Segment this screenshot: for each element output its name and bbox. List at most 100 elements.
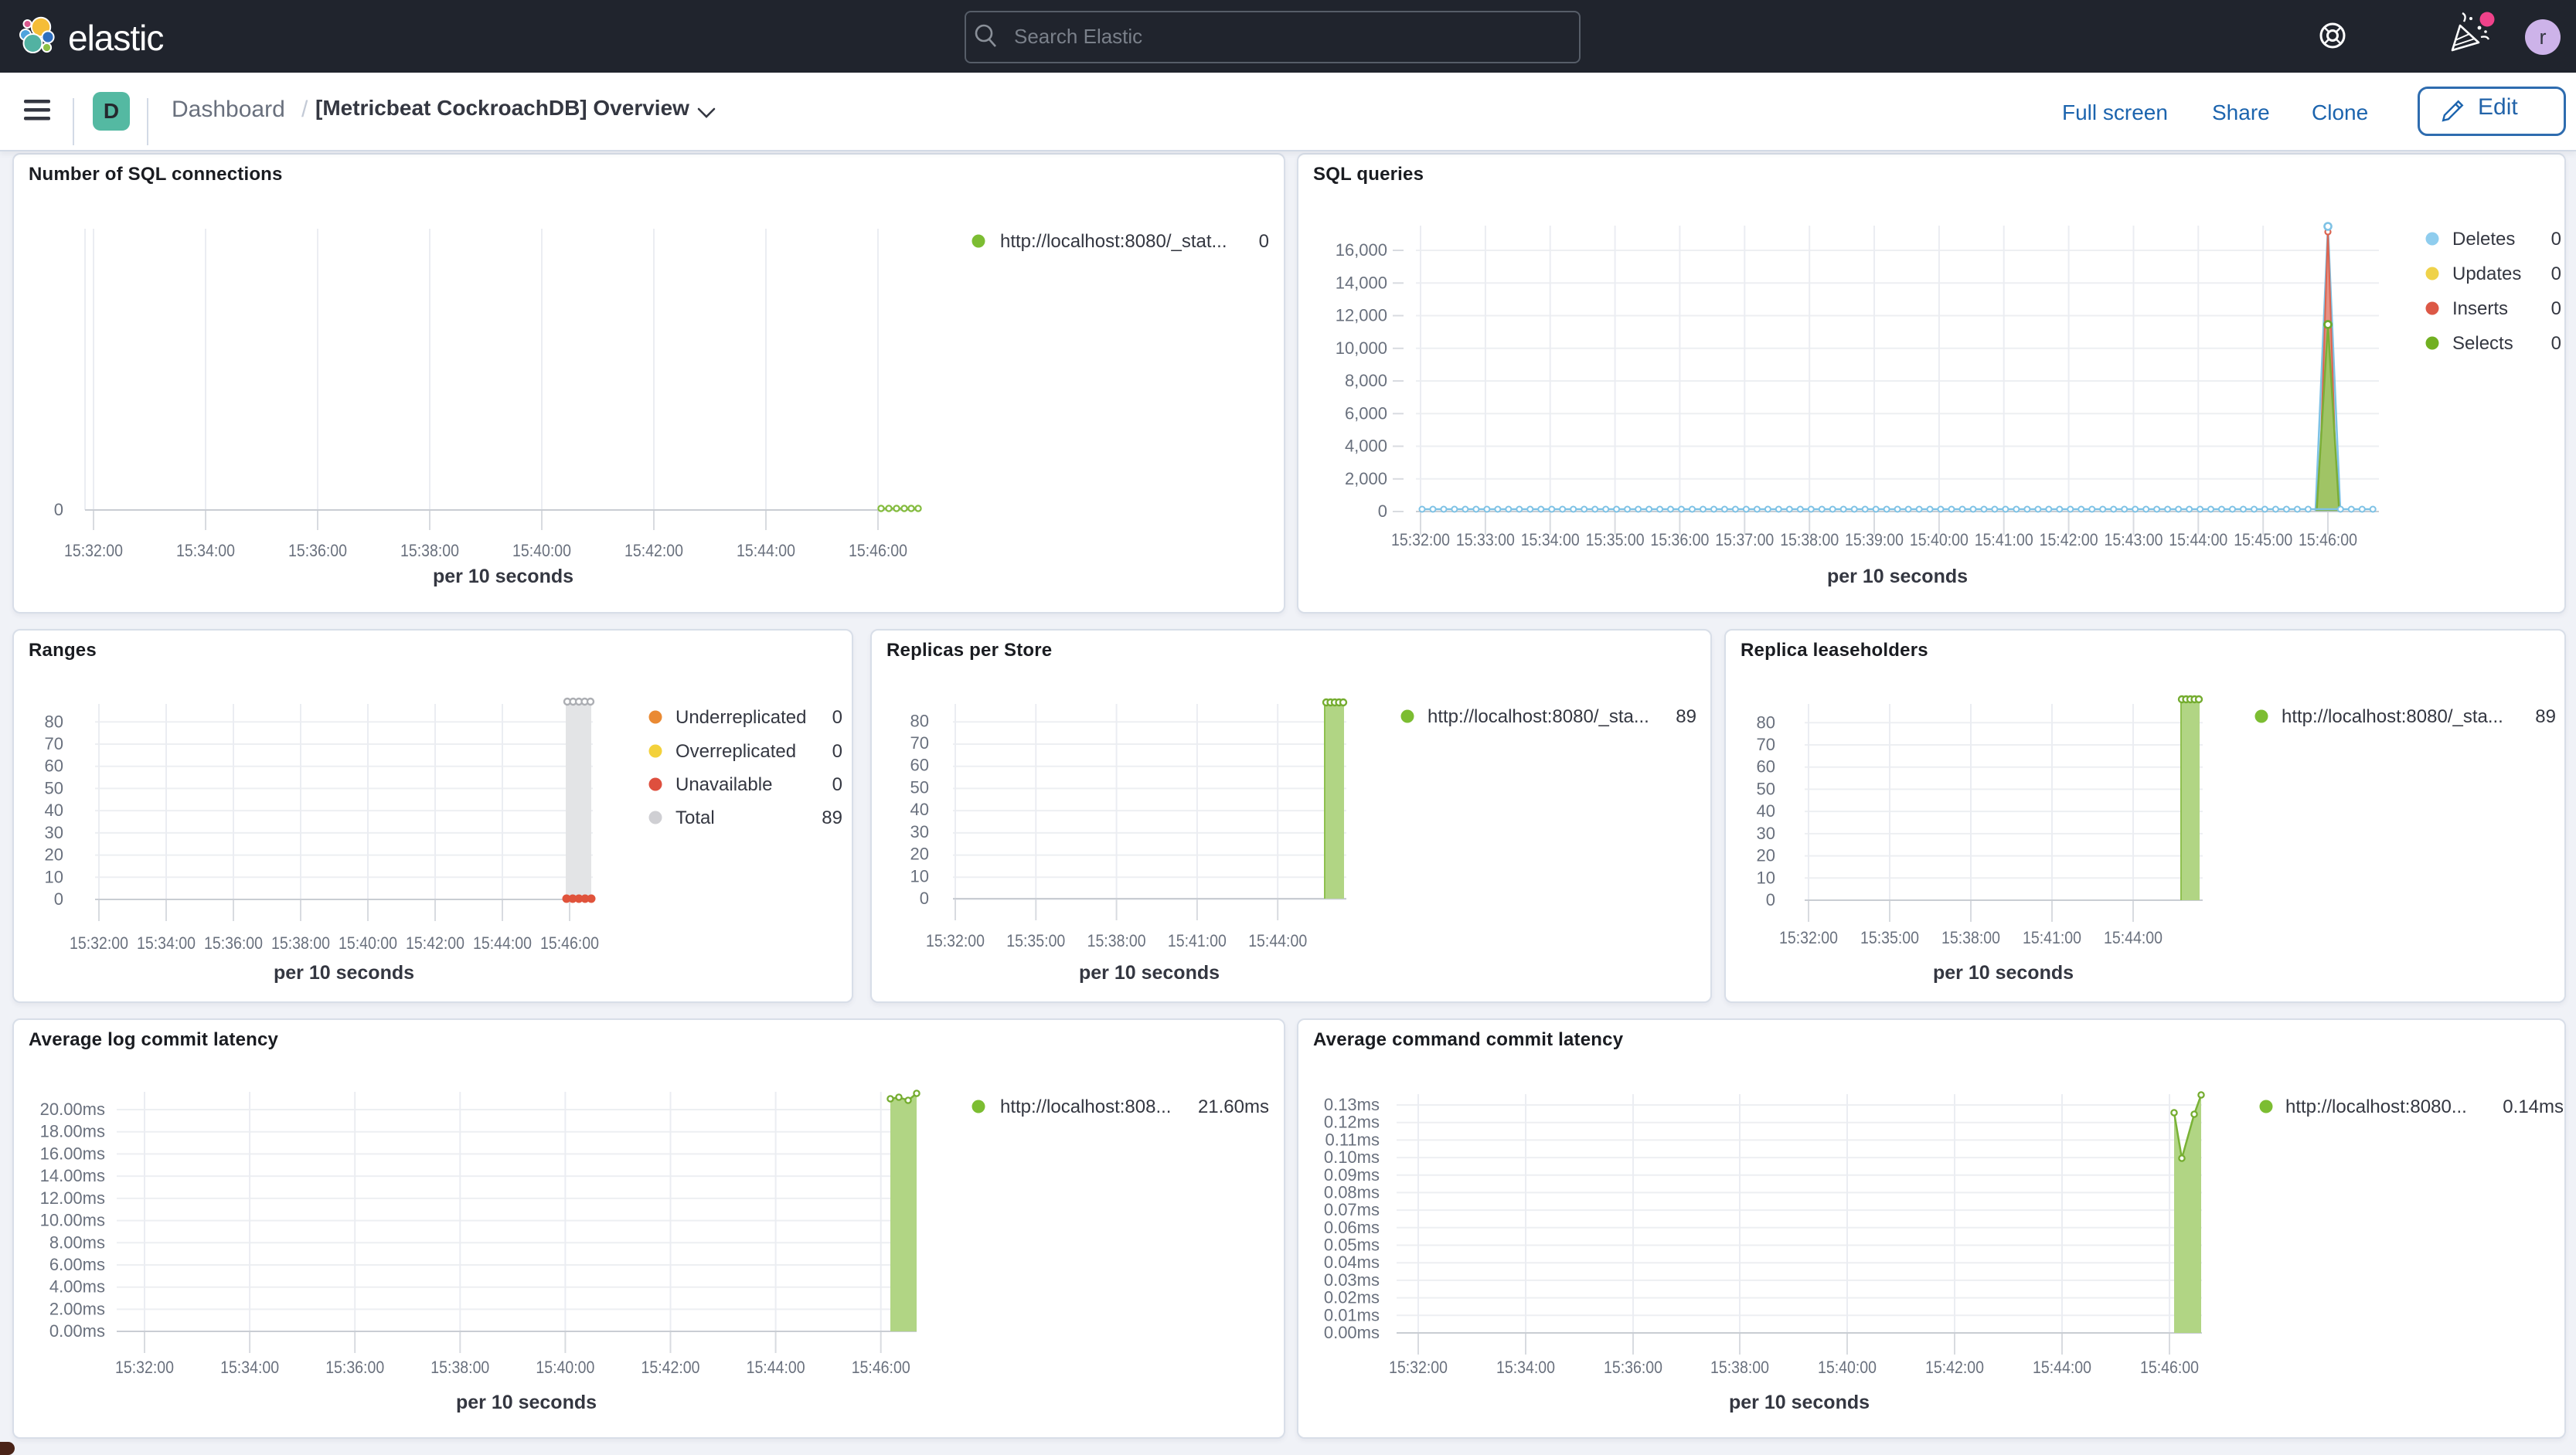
svg-text:0: 0 <box>2551 263 2561 284</box>
svg-text:18.00ms: 18.00ms <box>40 1122 105 1141</box>
svg-text:50: 50 <box>45 778 63 797</box>
svg-text:Underreplicated: Underreplicated <box>675 707 806 728</box>
svg-text:15:38:00: 15:38:00 <box>1710 1358 1769 1377</box>
svg-text:8,000: 8,000 <box>1345 371 1387 390</box>
svg-text:0.01ms: 0.01ms <box>1324 1305 1380 1324</box>
svg-text:15:38:00: 15:38:00 <box>271 933 330 953</box>
svg-text:0: 0 <box>832 707 842 728</box>
svg-text:15:42:00: 15:42:00 <box>1925 1358 1984 1377</box>
svg-text:15:36:00: 15:36:00 <box>325 1358 384 1377</box>
svg-text:15:44:00: 15:44:00 <box>2033 1358 2091 1377</box>
svg-text:Inserts: Inserts <box>2452 298 2508 319</box>
svg-text:80: 80 <box>910 711 929 730</box>
svg-text:15:41:00: 15:41:00 <box>1168 931 1227 950</box>
svg-text:Unavailable: Unavailable <box>675 774 772 795</box>
svg-text:14,000: 14,000 <box>1336 273 1387 292</box>
svg-text:30: 30 <box>1757 824 1775 843</box>
svg-text:15:46:00: 15:46:00 <box>849 541 907 560</box>
svg-text:15:40:00: 15:40:00 <box>536 1358 594 1377</box>
svg-text:15:39:00: 15:39:00 <box>1845 530 1904 549</box>
svg-text:15:32:00: 15:32:00 <box>70 933 128 953</box>
svg-text:20: 20 <box>910 845 929 864</box>
svg-text:15:32:00: 15:32:00 <box>1391 530 1450 549</box>
svg-text:15:40:00: 15:40:00 <box>339 933 397 953</box>
svg-text:Total: Total <box>675 807 715 828</box>
svg-text:per 10 seconds: per 10 seconds <box>456 1392 597 1413</box>
svg-text:15:36:00: 15:36:00 <box>1604 1358 1662 1377</box>
svg-text:15:44:00: 15:44:00 <box>737 541 795 560</box>
svg-text:89: 89 <box>2535 706 2556 727</box>
svg-text:per 10 seconds: per 10 seconds <box>433 566 573 587</box>
svg-text:60: 60 <box>1757 757 1775 777</box>
svg-text:14.00ms: 14.00ms <box>40 1166 105 1185</box>
svg-text:0: 0 <box>1259 231 1269 252</box>
svg-text:0: 0 <box>832 774 842 795</box>
svg-text:2,000: 2,000 <box>1345 469 1387 488</box>
svg-text:15:40:00: 15:40:00 <box>1910 530 1969 549</box>
svg-text:per 10 seconds: per 10 seconds <box>1933 962 2074 984</box>
svg-text:10: 10 <box>45 867 63 886</box>
svg-text:0.13ms: 0.13ms <box>1324 1095 1380 1114</box>
svg-text:15:35:00: 15:35:00 <box>1586 530 1645 549</box>
svg-text:16.00ms: 16.00ms <box>40 1144 105 1163</box>
svg-text:15:46:00: 15:46:00 <box>852 1358 910 1377</box>
svg-text:60: 60 <box>910 756 929 775</box>
svg-text:per 10 seconds: per 10 seconds <box>1079 962 1220 984</box>
svg-text:12.00ms: 12.00ms <box>40 1188 105 1208</box>
svg-text:0: 0 <box>54 889 63 909</box>
svg-text:10: 10 <box>910 866 929 886</box>
svg-text:15:35:00: 15:35:00 <box>1006 931 1065 950</box>
svg-text:15:44:00: 15:44:00 <box>2169 530 2227 549</box>
svg-text:0.05ms: 0.05ms <box>1324 1236 1380 1255</box>
svg-text:15:42:00: 15:42:00 <box>406 933 464 953</box>
svg-text:70: 70 <box>45 734 63 753</box>
svg-text:8.00ms: 8.00ms <box>49 1232 105 1252</box>
svg-text:http://localhost:8080/_stat...: http://localhost:8080/_stat... <box>1000 231 1227 252</box>
svg-text:10,000: 10,000 <box>1336 338 1387 358</box>
svg-text:50: 50 <box>1757 779 1775 798</box>
svg-text:15:32:00: 15:32:00 <box>1779 928 1838 947</box>
svg-text:30: 30 <box>45 823 63 842</box>
svg-text:89: 89 <box>1676 706 1696 727</box>
svg-text:0.14ms: 0.14ms <box>2503 1096 2564 1117</box>
svg-text:0: 0 <box>54 500 63 519</box>
svg-text:20: 20 <box>1757 846 1775 865</box>
svg-text:16,000: 16,000 <box>1336 240 1387 260</box>
svg-text:15:38:00: 15:38:00 <box>1941 928 2000 947</box>
svg-text:12,000: 12,000 <box>1336 306 1387 325</box>
svg-text:0.00ms: 0.00ms <box>1324 1323 1380 1342</box>
svg-text:15:34:00: 15:34:00 <box>220 1358 279 1377</box>
svg-text:per 10 seconds: per 10 seconds <box>1729 1392 1870 1413</box>
svg-text:40: 40 <box>910 800 929 819</box>
svg-text:0.02ms: 0.02ms <box>1324 1288 1380 1307</box>
svg-text:0.06ms: 0.06ms <box>1324 1218 1380 1237</box>
svg-text:15:33:00: 15:33:00 <box>1456 530 1515 549</box>
svg-text:20: 20 <box>45 845 63 865</box>
svg-text:0.10ms: 0.10ms <box>1324 1147 1380 1167</box>
svg-text:50: 50 <box>910 777 929 797</box>
svg-text:15:42:00: 15:42:00 <box>624 541 683 560</box>
svg-text:15:32:00: 15:32:00 <box>115 1358 174 1377</box>
svg-text:15:38:00: 15:38:00 <box>430 1358 489 1377</box>
svg-text:15:44:00: 15:44:00 <box>2104 928 2163 947</box>
svg-text:http://localhost:808...: http://localhost:808... <box>1000 1096 1171 1117</box>
svg-text:70: 70 <box>1757 735 1775 754</box>
svg-text:15:38:00: 15:38:00 <box>1780 530 1839 549</box>
svg-text:0: 0 <box>920 889 929 908</box>
svg-text:15:44:00: 15:44:00 <box>1248 931 1307 950</box>
svg-text:0.12ms: 0.12ms <box>1324 1113 1380 1132</box>
svg-text:15:42:00: 15:42:00 <box>641 1358 700 1377</box>
svg-text:15:46:00: 15:46:00 <box>540 933 599 953</box>
svg-text:Updates: Updates <box>2452 263 2521 284</box>
svg-text:89: 89 <box>822 807 842 828</box>
svg-text:70: 70 <box>910 733 929 753</box>
svg-text:15:46:00: 15:46:00 <box>2299 530 2357 549</box>
svg-text:10: 10 <box>1757 868 1775 887</box>
svg-text:0.00ms: 0.00ms <box>49 1321 105 1341</box>
svg-text:15:32:00: 15:32:00 <box>64 541 123 560</box>
svg-text:0: 0 <box>1378 501 1387 521</box>
svg-text:10.00ms: 10.00ms <box>40 1211 105 1230</box>
svg-text:15:32:00: 15:32:00 <box>1389 1358 1448 1377</box>
svg-text:4.00ms: 4.00ms <box>49 1277 105 1297</box>
svg-text:15:32:00: 15:32:00 <box>926 931 985 950</box>
